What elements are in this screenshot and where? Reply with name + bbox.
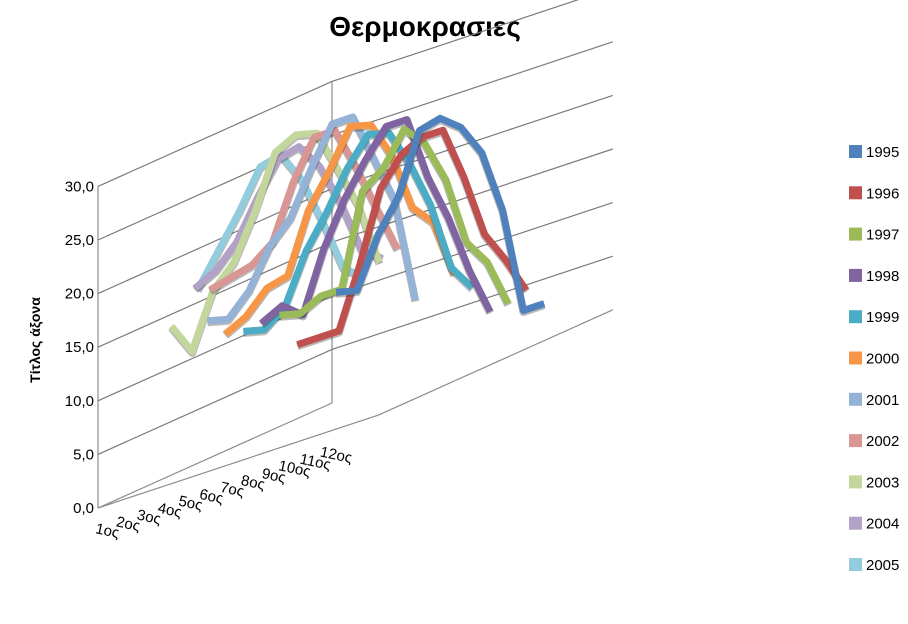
legend-label: 2002 <box>866 433 899 450</box>
legend-label: 1996 <box>866 185 899 202</box>
floor-side-edge <box>97 402 333 509</box>
legend-swatch <box>849 145 862 158</box>
x-tick-label: 1ος <box>94 520 121 542</box>
legend-swatch <box>849 310 862 324</box>
legend-label: 2005 <box>866 557 899 574</box>
y-axis-ticks: 0,0 5,0 10,0 15,0 20,0 25,0 30,0 <box>65 178 94 517</box>
series-line-1997 <box>279 125 512 319</box>
series-lines <box>168 113 546 357</box>
y-tick-label: 25,0 <box>65 232 94 249</box>
y-tick-label: 10,0 <box>65 393 94 410</box>
series-line-1995 <box>335 114 546 314</box>
x-tick-label: 11ος <box>298 451 332 474</box>
x-tick-label: 4ος <box>156 500 183 522</box>
x-tick-label: 7ος <box>219 479 246 501</box>
y-tick-label: 5,0 <box>73 446 94 463</box>
x-tick-label: 9ος <box>260 465 287 487</box>
y-axis-title: Τίτλος άξονα <box>27 297 43 383</box>
legend-swatch <box>849 351 862 365</box>
x-tick-label: 5ος <box>177 493 204 515</box>
legend-swatch <box>849 268 862 282</box>
chart-title: Θερμοκρασιες <box>329 11 521 42</box>
legend-label: 2000 <box>866 351 899 368</box>
series-line-2004 <box>192 143 384 291</box>
x-tick-label: 12ος <box>319 444 354 467</box>
legend-swatch <box>849 434 862 448</box>
legend-label: 1999 <box>866 309 899 326</box>
x-tick-label: 10ος <box>277 457 312 480</box>
x-tick-label: 2ος <box>115 513 142 535</box>
series-line-2000 <box>223 121 458 337</box>
legend-label: 2003 <box>866 474 899 491</box>
legend-label: 2004 <box>866 516 899 533</box>
x-tick-label: 3ος <box>135 507 162 529</box>
legend-swatch <box>849 227 862 241</box>
x-tick-label: 6ος <box>198 486 225 508</box>
y-tick-label: 0,0 <box>73 500 94 517</box>
legend: 1995 1996 1997 1998 1999 2000 2001 2002 2003 2004… <box>849 144 899 574</box>
legend-label: 2001 <box>866 392 899 409</box>
legend-swatch <box>849 558 862 571</box>
y-tick-label: 30,0 <box>65 178 94 195</box>
y-tick-label: 20,0 <box>65 286 94 303</box>
legend-label: 1995 <box>866 144 899 161</box>
legend-swatch <box>849 516 862 530</box>
legend-swatch <box>849 475 862 489</box>
floor-outline <box>97 309 614 509</box>
gridline <box>97 0 580 187</box>
legend-swatch <box>849 392 862 406</box>
legend-label: 1997 <box>866 227 899 244</box>
y-tick-label: 15,0 <box>65 339 94 356</box>
x-tick-label: 8ος <box>239 472 266 494</box>
plot-frame <box>97 0 614 509</box>
legend-swatch <box>849 186 862 200</box>
legend-label: 1998 <box>866 268 899 285</box>
